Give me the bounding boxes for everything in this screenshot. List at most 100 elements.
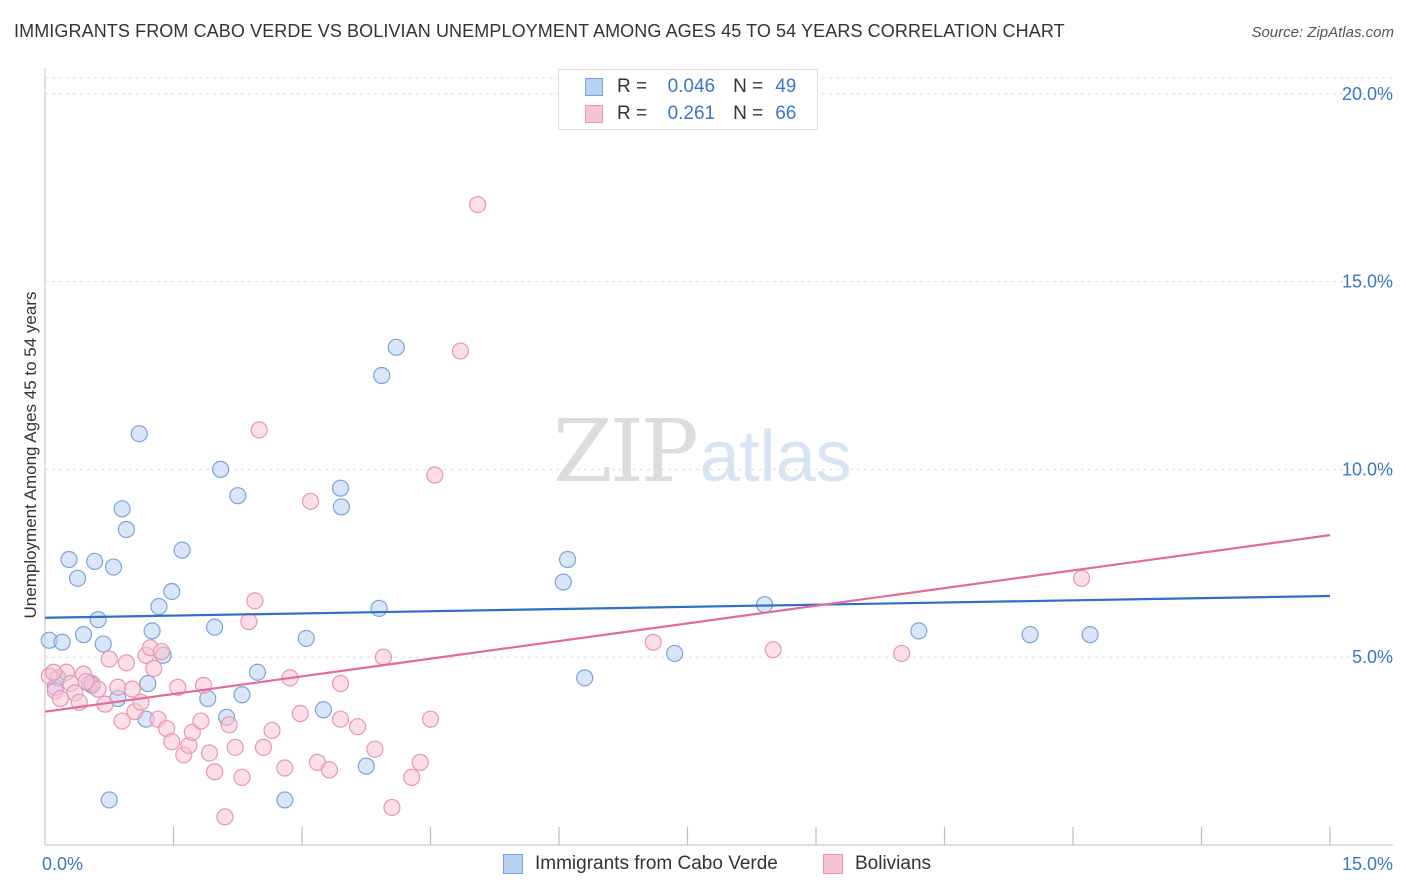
x-tick-label: 0.0% [42, 854, 83, 874]
bolivian-point [331, 710, 350, 728]
bolivian-point [123, 680, 141, 698]
bolivian-point [403, 768, 421, 786]
watermark: ZIPatlas [553, 402, 852, 502]
legend-swatch-pink [585, 105, 603, 123]
cabo-verde-point [229, 487, 247, 505]
bolivian-point [117, 654, 135, 672]
cabo-verde-point [373, 366, 391, 385]
cabo-verde-point [666, 644, 684, 663]
bolivian-point [216, 808, 234, 826]
bolivian-point [469, 195, 487, 214]
cabo-verde-point [86, 552, 104, 571]
cabo-verde-trend-line [44, 594, 1331, 619]
bolivian-point [145, 659, 163, 678]
cabo-verde-point [276, 791, 294, 809]
legend-n-label: N = [733, 76, 764, 97]
grid-layer [45, 77, 1393, 658]
bolivian-point [77, 673, 95, 691]
cabo-verde-point [212, 460, 230, 478]
y-tick-label: 20.0% [1342, 84, 1393, 104]
bolivian-point [169, 678, 187, 696]
cabo-verde-point [297, 629, 315, 648]
bolivian-point [421, 710, 440, 728]
bolivian-point [109, 678, 127, 696]
cabo-verde-point [331, 479, 350, 497]
bolivian-point [644, 633, 662, 651]
cabo-verde-point [143, 622, 161, 640]
bolivian-point [276, 759, 294, 777]
legend-row-bolivians: R = 0.261 N = 66 [585, 102, 796, 126]
legend-row-cabo-verde: R = 0.046 N = 49 [585, 75, 796, 99]
cabo-verde-point [100, 791, 118, 809]
legend-r-value: 0.261 [667, 103, 716, 124]
tick-label-layer: 5.0% 10.0% 15.0% 20.0% 0.0% 15.0% [42, 84, 1393, 874]
axis-layer [44, 68, 1393, 846]
bolivian-point [233, 768, 251, 786]
cabo-verde-point [357, 757, 375, 775]
bolivian-point [44, 663, 63, 681]
legend-n-value: 66 [775, 103, 797, 124]
bolivian-point [263, 721, 281, 740]
bolivian-point [331, 674, 350, 693]
chart-title: IMMIGRANTS FROM CABO VERDE VS BOLIVIAN U… [14, 21, 1065, 41]
cabo-verde-point [1081, 626, 1099, 644]
cabo-verde-point [910, 622, 928, 640]
cabo-verde-point [576, 669, 594, 687]
legend-r-value: 0.046 [667, 76, 716, 97]
cabo-verde-point [233, 686, 251, 704]
cabo-verde-point [74, 626, 93, 644]
cabo-verde-point [1021, 626, 1039, 644]
legend-n-value: 49 [775, 76, 797, 97]
bottom-legend-label: Immigrants from Cabo Verde [535, 853, 778, 874]
bolivian-point [374, 648, 392, 666]
cabo-verde-point [173, 541, 191, 559]
bolivian-point [152, 642, 171, 661]
y-tick-label: 5.0% [1352, 647, 1393, 667]
bottom-legend-cabo-verde[interactable]: Immigrants from Cabo Verde [503, 852, 778, 876]
points-layer [40, 195, 1099, 826]
watermark-atlas: atlas [699, 417, 852, 497]
cabo-verde-point [130, 425, 148, 443]
cabo-verde-point [206, 618, 224, 636]
cabo-verde-point [104, 558, 123, 576]
cabo-verde-point [53, 633, 71, 651]
correlation-legend: R = 0.046 N = 49 R = 0.261 N = 66 [558, 69, 818, 130]
x-tick-label: 15.0% [1342, 854, 1393, 874]
watermark-zip: ZIP [553, 402, 699, 502]
bolivian-point [366, 740, 384, 758]
legend-swatch-blue [585, 78, 603, 96]
cabo-verde-point [150, 597, 168, 616]
y-axis-label: Unemployment Among Ages 45 to 54 years [21, 291, 40, 619]
bottom-legend-swatch-pink [823, 854, 843, 874]
y-tick-label: 15.0% [1342, 272, 1393, 292]
bolivian-point [246, 592, 264, 610]
bolivian-point [240, 612, 258, 631]
bolivian-point [426, 466, 444, 484]
bolivian-point [1072, 569, 1091, 587]
bolivian-point [220, 716, 238, 734]
cabo-verde-point [314, 701, 333, 719]
legend-r-label: R = [617, 76, 648, 97]
bolivian-point [291, 704, 309, 723]
cabo-verde-point [370, 599, 388, 617]
bottom-legend-label: Bolivians [855, 853, 932, 874]
cabo-verde-point [387, 338, 405, 356]
cabo-verde-point [163, 582, 181, 601]
bottom-legend-swatch-blue [503, 854, 523, 874]
bolivian-point [51, 689, 70, 708]
bolivian-point [349, 718, 367, 736]
bolivian-point [451, 342, 470, 360]
bolivian-point [254, 738, 273, 756]
bolivian-point [206, 763, 224, 781]
cabo-verde-point [117, 520, 135, 539]
legend-r-label: R = [617, 103, 648, 124]
bolivian-point [320, 761, 339, 779]
bottom-legend-bolivians[interactable]: Bolivians [823, 852, 931, 876]
bolivian-point [100, 650, 118, 668]
bolivian-trend-line [44, 534, 1331, 713]
bolivian-point [192, 712, 210, 730]
source-label: Source: ZipAtlas.com [1251, 24, 1394, 41]
cabo-verde-point [89, 611, 107, 629]
bolivian-point [411, 753, 429, 771]
